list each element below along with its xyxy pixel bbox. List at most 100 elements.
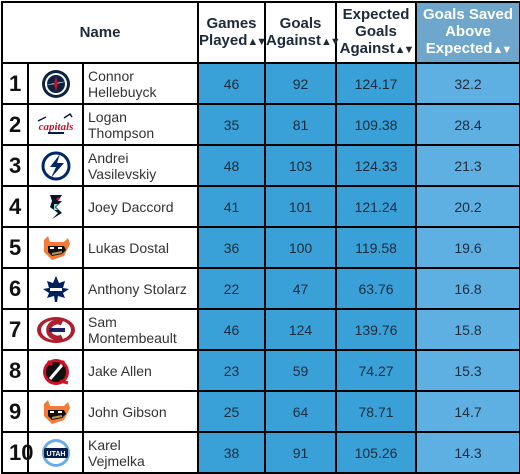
player-name-part: Hellebuyck xyxy=(88,83,157,100)
player-name-part: Thompson xyxy=(88,124,155,141)
gsax-cell: 14.3 xyxy=(415,431,520,474)
gsax-cell: 14.7 xyxy=(415,390,520,433)
games-played-cell: 36 xyxy=(197,226,267,269)
table-row: 10 UTAH Karel Vejmelka 38 91 105.26 14.3 xyxy=(1,431,520,474)
gsax-cell: 20.2 xyxy=(415,185,520,228)
player-name-part: Logan xyxy=(88,108,127,125)
rank-cell: 7 xyxy=(1,308,29,351)
table-row: 3 Andrei Vasilevskiy 48 103 124.33 21.3 xyxy=(1,144,520,187)
player-name-cell: Jake Allen xyxy=(81,349,200,392)
gsax-cell: 28.4 xyxy=(415,103,520,146)
expected-goals-against-cell: 124.17 xyxy=(335,62,418,105)
gsax-cell: 32.2 xyxy=(415,62,520,105)
player-name-cell: Joey Daccord xyxy=(81,185,200,228)
expected-goals-against-cell: 63.76 xyxy=(335,267,418,310)
rank-cell: 9 xyxy=(1,390,29,433)
player-name-part: John Gibson xyxy=(88,403,167,420)
team-logo-cell xyxy=(27,226,84,269)
games-played-cell: 46 xyxy=(197,308,267,351)
header-row: Name Games Played▲▼ Goals Against▲▼ Expe… xyxy=(0,1,520,64)
player-name-cell: Karel Vejmelka xyxy=(81,431,200,474)
team-logo-cell xyxy=(27,62,84,105)
player-name-part: Joey Daccord xyxy=(88,198,174,215)
expected-goals-against-column-header[interactable]: Expected Goals Against▲▼ xyxy=(335,1,418,64)
team-logo-cell xyxy=(27,349,84,392)
sort-icon: ▲▼ xyxy=(492,44,512,56)
player-name-part: Connor xyxy=(88,67,134,84)
games-played-cell: 25 xyxy=(197,390,267,433)
player-name-cell: Sam Montembeault xyxy=(81,308,200,351)
expected-goals-against-cell: 124.33 xyxy=(335,144,418,187)
rank-cell: 1 xyxy=(1,62,29,105)
rank-cell: 4 xyxy=(1,185,29,228)
player-name-part: Vasilevskiy xyxy=(88,165,157,182)
player-name-part: Lukas Dostal xyxy=(88,239,169,256)
sort-icon: ▲▼ xyxy=(394,44,415,56)
games-played-cell: 41 xyxy=(197,185,267,228)
gsax-cell: 15.3 xyxy=(415,349,520,392)
goals-against-cell: 64 xyxy=(264,390,338,433)
rank-cell: 5 xyxy=(1,226,29,269)
player-name-cell: Connor Hellebuyck xyxy=(81,62,200,105)
rank-cell: 10 xyxy=(1,431,33,474)
sort-icon: ▲▼ xyxy=(321,35,341,48)
ducks-logo xyxy=(34,232,78,264)
canadiens-logo xyxy=(34,314,78,346)
gsax-cell: 16.8 xyxy=(415,267,520,310)
gsax-column-header[interactable]: Goals Saved Above Expected▲▼ xyxy=(415,1,520,64)
capitals-logo: capitals xyxy=(34,109,78,141)
svg-text:capitals: capitals xyxy=(38,121,73,133)
player-name-cell: Andrei Vasilevskiy xyxy=(81,144,200,187)
utah-logo: UTAH xyxy=(34,437,78,469)
expected-goals-against-cell: 119.58 xyxy=(335,226,418,269)
expected-goals-against-cell: 121.24 xyxy=(335,185,418,228)
table-row: 4 Joey Daccord 41 101 121.24 20.2 xyxy=(1,185,520,228)
table-row: 6 Anthony Stolarz 22 47 63.76 16.8 xyxy=(1,267,520,310)
lightning-logo xyxy=(34,150,78,182)
goals-against-cell: 103 xyxy=(264,144,338,187)
games-played-cell: 38 xyxy=(197,431,267,474)
table-row: 1 Connor Hellebuyck 46 92 124.17 32.2 xyxy=(1,62,520,105)
goals-against-cell: 124 xyxy=(264,308,338,351)
devils-logo xyxy=(34,355,78,387)
games-played-cell: 35 xyxy=(197,103,267,146)
table-row: 9 John Gibson 25 64 78.71 14.7 xyxy=(1,390,520,433)
player-name-cell: Lukas Dostal xyxy=(81,226,200,269)
goals-against-cell: 92 xyxy=(264,62,338,105)
expected-goals-against-cell: 139.76 xyxy=(335,308,418,351)
expected-goals-against-cell: 78.71 xyxy=(335,390,418,433)
kraken-logo xyxy=(34,191,78,223)
gsax-cell: 19.6 xyxy=(415,226,520,269)
player-name-part: Sam xyxy=(88,313,117,330)
maple-leafs-logo xyxy=(34,273,78,305)
sort-icon: ▲▼ xyxy=(247,35,267,48)
name-header-label: Name xyxy=(79,24,121,41)
team-logo-cell xyxy=(27,144,84,187)
rank-cell: 2 xyxy=(1,103,29,146)
table-row: 7 Sam Montembeault 46 124 139.76 15.8 xyxy=(1,308,520,351)
ducks-logo xyxy=(34,396,78,428)
games-played-cell: 23 xyxy=(197,349,267,392)
goals-against-column-header[interactable]: Goals Against▲▼ xyxy=(264,1,341,64)
table-row: 5 Lukas Dostal 36 100 119.58 19.6 xyxy=(1,226,520,269)
table-row: 2 capitals Logan Thompson 35 81 109.38 28.4 xyxy=(1,103,520,146)
name-column-header[interactable]: Name xyxy=(0,1,200,64)
gsax-cell: 21.3 xyxy=(415,144,520,187)
team-logo-cell xyxy=(27,390,84,433)
games-played-cell: 48 xyxy=(197,144,267,187)
expected-goals-against-cell: 109.38 xyxy=(335,103,418,146)
expected-goals-against-cell: 105.26 xyxy=(335,431,418,474)
player-name-part: Andrei xyxy=(88,149,129,166)
games-played-cell: 22 xyxy=(197,267,267,310)
goals-against-cell: 101 xyxy=(264,185,338,228)
team-logo-cell: UTAH xyxy=(27,431,84,474)
gsax-cell: 15.8 xyxy=(415,308,520,351)
player-name-part: Karel xyxy=(88,436,121,453)
goals-against-cell: 47 xyxy=(264,267,338,310)
player-name-part: Montembeault xyxy=(88,329,177,346)
games-played-column-header[interactable]: Games Played▲▼ xyxy=(197,1,267,64)
games-played-cell: 46 xyxy=(197,62,267,105)
goals-against-cell: 91 xyxy=(264,431,338,474)
rank-cell: 3 xyxy=(1,144,29,187)
player-name-cell: Anthony Stolarz xyxy=(81,267,200,310)
